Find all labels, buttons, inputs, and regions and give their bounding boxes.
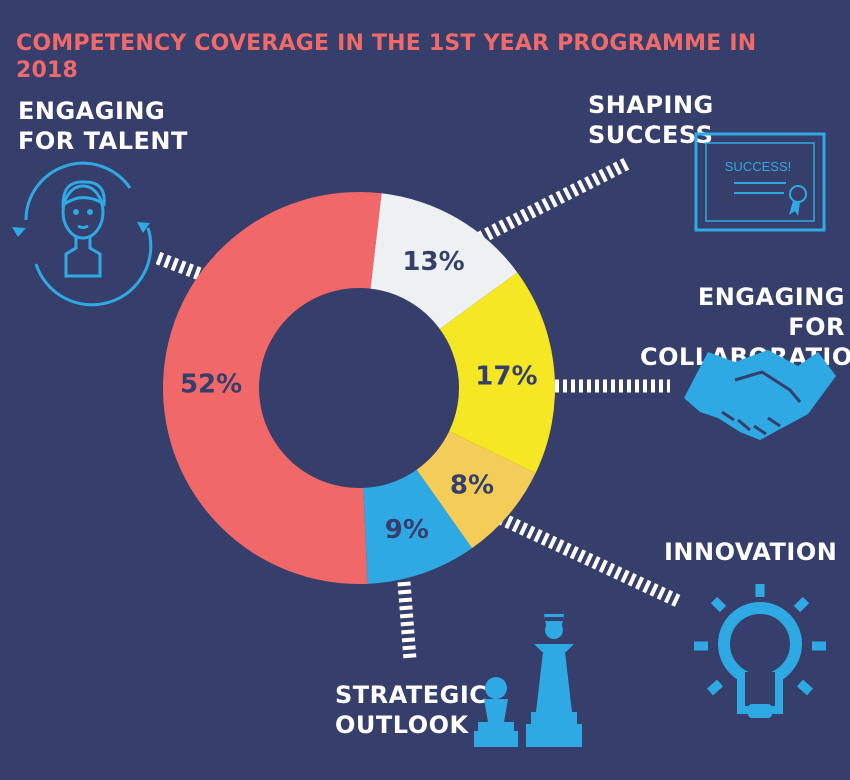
lightbulb-icon [694, 584, 826, 718]
label-innovation: INNOVATION [664, 538, 838, 566]
handshake-icon [684, 350, 836, 440]
label-engaging-for-talent: ENGAGING FOR TALENT [18, 97, 188, 155]
slice-value-label: 13% [402, 247, 464, 277]
slice-value-label: 52% [180, 370, 242, 400]
slice-engaging-for-talent [163, 192, 382, 585]
slice-value-label: 17% [475, 362, 537, 392]
slice-engaging-for-collaboration [439, 272, 555, 473]
connector-talent [155, 251, 203, 281]
connector-success [477, 157, 631, 244]
slice-shaping-success [370, 193, 518, 330]
donut-chart: 13% 17% 8% 9% 52% [163, 192, 555, 585]
label-strategic-outlook: STRATEGIC OUTLOOK [335, 681, 488, 739]
connector-lines [155, 157, 683, 661]
slice-value-label: 9% [385, 515, 429, 545]
connector-innovation [497, 512, 683, 608]
connector-strategic [397, 581, 417, 661]
certificate-text: SUCCESS! [725, 159, 791, 174]
label-shaping-success: SHAPING SUCCESS [588, 91, 714, 149]
slice-strategic-outlook [363, 469, 473, 584]
person-refresh-icon [12, 161, 153, 307]
slice-innovation [416, 431, 536, 549]
chess-pieces-icon [474, 614, 582, 747]
certificate-icon: SUCCESS! [694, 132, 826, 232]
slice-value-label: 8% [450, 471, 494, 501]
chart-title: COMPETENCY COVERAGE IN THE 1ST YEAR PROG… [16, 31, 757, 83]
